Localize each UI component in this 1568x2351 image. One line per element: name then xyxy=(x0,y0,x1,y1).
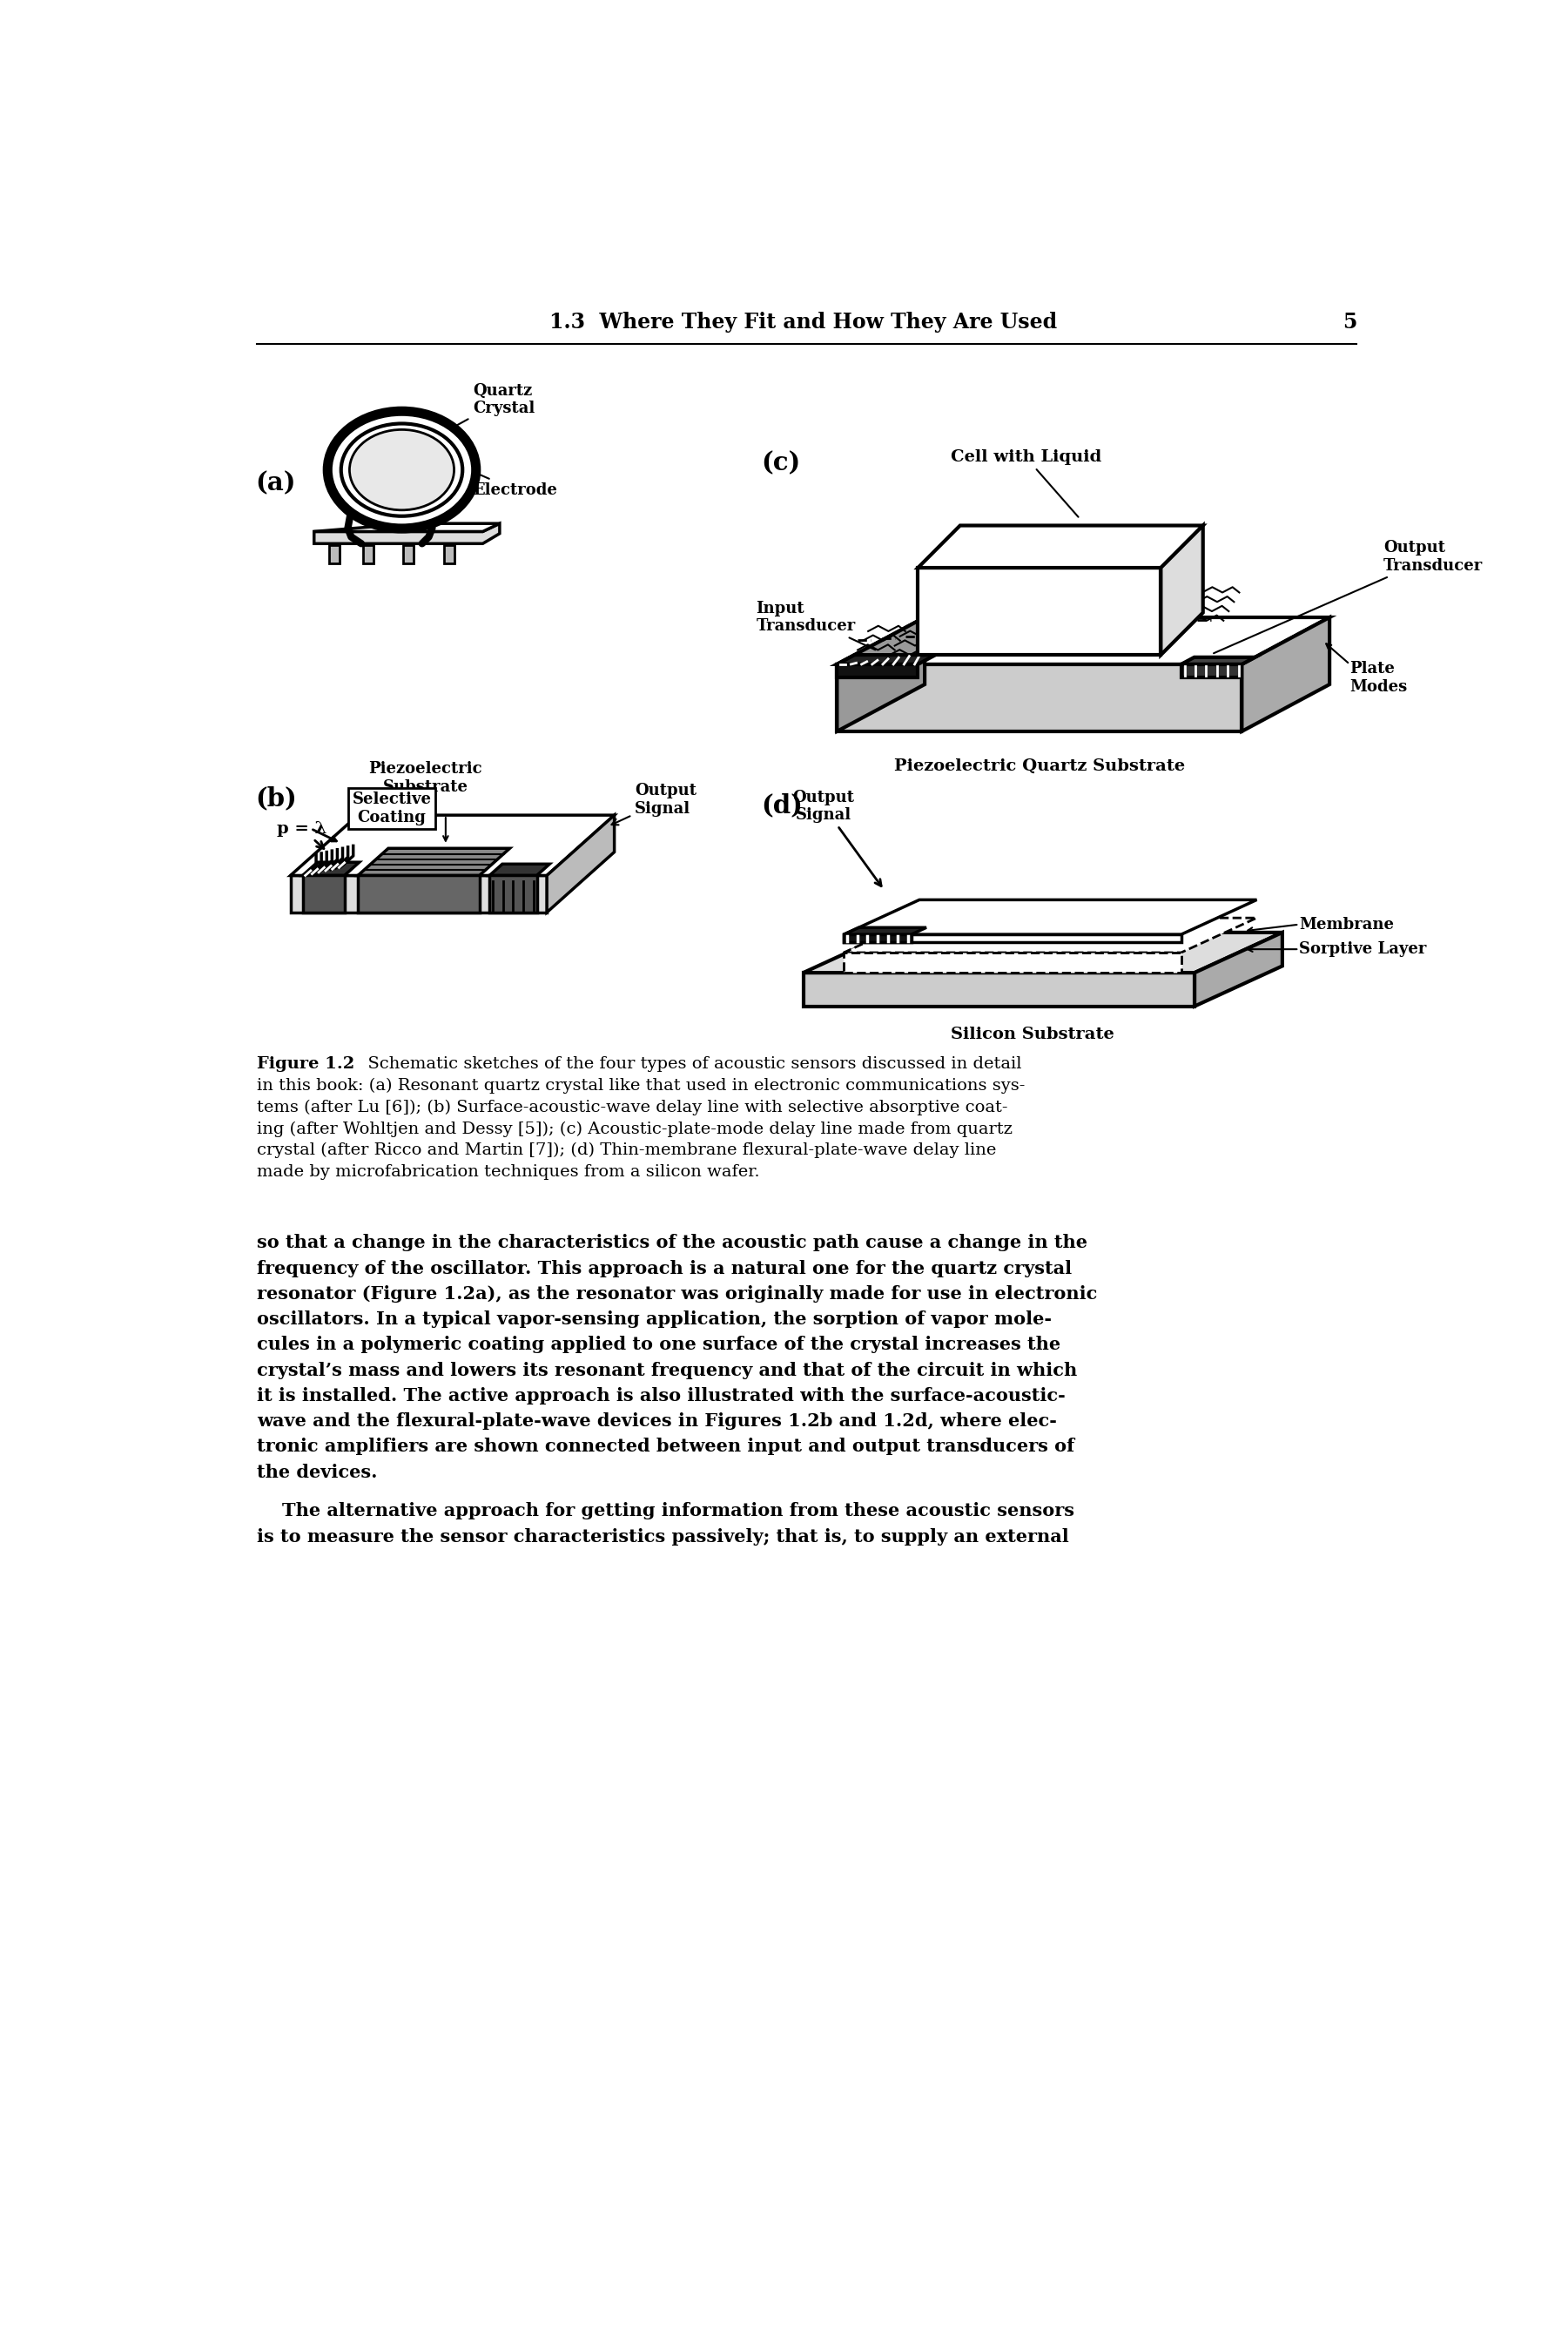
Polygon shape xyxy=(303,875,345,912)
Text: p = λ: p = λ xyxy=(278,820,326,849)
Polygon shape xyxy=(844,933,1181,943)
Polygon shape xyxy=(1160,527,1203,656)
Text: (b): (b) xyxy=(256,785,296,811)
Ellipse shape xyxy=(342,423,463,517)
Text: 1.3  Where They Fit and How They Are Used: 1.3 Where They Fit and How They Are Used xyxy=(549,313,1057,334)
Polygon shape xyxy=(844,952,1181,973)
Polygon shape xyxy=(803,973,1195,1006)
Text: Output
Signal: Output Signal xyxy=(612,783,696,825)
Text: Piezoelectric
Substrate: Piezoelectric Substrate xyxy=(368,762,483,795)
Text: (a): (a) xyxy=(256,470,296,496)
Text: is to measure the sensor characteristics passively; that is, to supply an extern: is to measure the sensor characteristics… xyxy=(257,1528,1069,1545)
Polygon shape xyxy=(358,849,510,875)
Text: oscillators. In a typical vapor-sensing application, the sorption of vapor mole-: oscillators. In a typical vapor-sensing … xyxy=(257,1310,1052,1328)
Text: tronic amplifiers are shown connected between input and output transducers of: tronic amplifiers are shown connected be… xyxy=(257,1439,1074,1455)
Text: Piezoelectric Quartz Substrate: Piezoelectric Quartz Substrate xyxy=(894,757,1185,773)
Text: Input
Transducer: Input Transducer xyxy=(756,600,875,649)
Text: crystal’s mass and lowers its resonant frequency and that of the circuit in whic: crystal’s mass and lowers its resonant f… xyxy=(257,1361,1077,1380)
Text: Selective
Coating: Selective Coating xyxy=(353,792,431,825)
Text: The alternative approach for getting information from these acoustic sensors: The alternative approach for getting inf… xyxy=(257,1502,1074,1519)
Text: it is installed. The active approach is also illustrated with the surface-acoust: it is installed. The active approach is … xyxy=(257,1387,1065,1404)
Polygon shape xyxy=(1181,658,1254,665)
Ellipse shape xyxy=(350,430,455,510)
Text: made by microfabrication techniques from a silicon wafer.: made by microfabrication techniques from… xyxy=(257,1164,759,1180)
Polygon shape xyxy=(1242,618,1330,731)
Polygon shape xyxy=(837,665,1242,731)
Text: (c): (c) xyxy=(762,451,801,475)
Polygon shape xyxy=(837,618,925,731)
Bar xyxy=(329,545,340,564)
Polygon shape xyxy=(303,863,359,875)
Text: in this book: (a) Resonant quartz crystal like that used in electronic communica: in this book: (a) Resonant quartz crysta… xyxy=(257,1079,1025,1093)
Text: Output
Signal: Output Signal xyxy=(792,790,881,886)
Bar xyxy=(444,545,455,564)
Polygon shape xyxy=(1195,933,1283,1006)
Polygon shape xyxy=(837,656,936,665)
Bar xyxy=(403,545,414,564)
Text: Quartz
Crystal: Quartz Crystal xyxy=(452,383,535,428)
Polygon shape xyxy=(290,875,547,912)
Polygon shape xyxy=(837,665,917,677)
Text: Silicon Substrate: Silicon Substrate xyxy=(950,1027,1115,1041)
Text: crystal (after Ricco and Martin [7]); (d) Thin-membrane flexural-plate-wave dela: crystal (after Ricco and Martin [7]); (d… xyxy=(257,1143,996,1159)
Text: the devices.: the devices. xyxy=(257,1462,378,1481)
Polygon shape xyxy=(917,567,1160,656)
Text: ing (after Wohltjen and Dessy [5]); (c) Acoustic-plate-mode delay line made from: ing (after Wohltjen and Dessy [5]); (c) … xyxy=(257,1121,1013,1138)
Polygon shape xyxy=(290,816,615,875)
Ellipse shape xyxy=(328,411,477,529)
Text: Output
Transducer: Output Transducer xyxy=(1214,541,1483,654)
Text: so that a change in the characteristics of the acoustic path cause a change in t: so that a change in the characteristics … xyxy=(257,1234,1087,1251)
Text: Sorptive Layer: Sorptive Layer xyxy=(1300,940,1427,957)
Text: Plate
Modes: Plate Modes xyxy=(1350,661,1408,694)
Text: Figure 1.2: Figure 1.2 xyxy=(257,1056,354,1072)
Text: Electrode: Electrode xyxy=(464,468,557,498)
Polygon shape xyxy=(489,865,549,875)
Text: Membrane: Membrane xyxy=(1300,917,1394,933)
Text: (d): (d) xyxy=(762,792,803,818)
Polygon shape xyxy=(489,875,536,912)
Polygon shape xyxy=(547,816,615,912)
Text: 5: 5 xyxy=(1342,313,1356,334)
Text: tems (after Lu [6]); (b) Surface-acoustic-wave delay line with selective absorpt: tems (after Lu [6]); (b) Surface-acousti… xyxy=(257,1100,1008,1114)
Polygon shape xyxy=(1181,665,1242,677)
Polygon shape xyxy=(844,929,927,933)
Polygon shape xyxy=(314,524,500,531)
Text: frequency of the oscillator. This approach is a natural one for the quartz cryst: frequency of the oscillator. This approa… xyxy=(257,1260,1073,1277)
Polygon shape xyxy=(803,933,1283,973)
Bar xyxy=(362,545,373,564)
Text: resonator (Figure 1.2a), as the resonator was originally made for use in electro: resonator (Figure 1.2a), as the resonato… xyxy=(257,1286,1098,1302)
Polygon shape xyxy=(314,524,500,543)
Polygon shape xyxy=(844,900,1256,933)
Polygon shape xyxy=(358,875,480,912)
Text: Cell with Liquid: Cell with Liquid xyxy=(950,449,1101,517)
Polygon shape xyxy=(837,618,1330,665)
Polygon shape xyxy=(844,933,911,943)
Polygon shape xyxy=(917,527,1203,567)
Text: cules in a polymeric coating applied to one surface of the crystal increases the: cules in a polymeric coating applied to … xyxy=(257,1335,1060,1354)
Text: Schematic sketches of the four types of acoustic sensors discussed in detail: Schematic sketches of the four types of … xyxy=(356,1056,1021,1072)
Text: wave and the flexural-plate-wave devices in Figures 1.2b and 1.2d, where elec-: wave and the flexural-plate-wave devices… xyxy=(257,1413,1057,1429)
Polygon shape xyxy=(844,917,1256,952)
